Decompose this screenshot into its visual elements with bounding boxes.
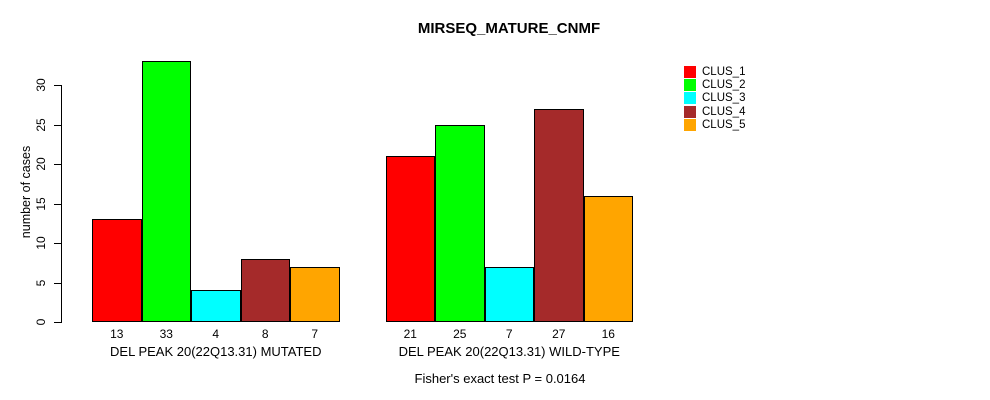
legend-swatch-clus_4: [684, 105, 696, 118]
bar-value-label: 4: [212, 327, 220, 341]
bar-value-label: 21: [403, 327, 417, 341]
legend-swatch-clus_3: [684, 92, 696, 105]
bar-value-label: 25: [453, 327, 467, 341]
bar-clus_1-group2: [385, 156, 435, 322]
bar-clus_2-group2: [435, 124, 485, 322]
legend-swatch-clus_1: [684, 66, 696, 78]
bar-clus_5-group2: [583, 195, 633, 322]
bar-clus_2-group1: [141, 61, 191, 322]
bar-clus_4-group2: [534, 108, 584, 322]
bar-value-label: 7: [311, 327, 319, 341]
bar-value-label: 33: [159, 327, 173, 341]
legend-item-clus_2: CLUS_2: [684, 79, 774, 92]
y-axis-tick-label: 15: [34, 196, 48, 211]
y-axis-tick-label: 25: [34, 117, 48, 132]
legend-label: CLUS_1: [702, 66, 746, 78]
legend-label: CLUS_5: [702, 118, 746, 131]
bar-clus_3-group2: [484, 266, 534, 322]
y-axis-label: number of cases: [19, 145, 33, 239]
y-axis-tick: [54, 164, 61, 165]
y-axis-tick: [54, 124, 61, 126]
y-axis-line: [61, 85, 62, 323]
bar-value-label: 7: [505, 327, 513, 341]
chart-title: MIRSEQ_MATURE_CNMF: [417, 20, 601, 37]
bar-value-label: 8: [261, 327, 269, 341]
y-axis-tick-label: 5: [34, 279, 48, 286]
legend-item-clus_1: CLUS_1: [684, 66, 774, 79]
group-label-1: DEL PEAK 20(22Q13.31) MUTATED: [110, 344, 322, 359]
y-axis-tick-label: 10: [34, 236, 48, 250]
y-axis-tick-label: 20: [34, 157, 48, 171]
y-axis-tick: [54, 203, 61, 205]
y-axis-tick-label: 0: [34, 318, 48, 326]
legend-item-clus_4: CLUS_4: [684, 105, 774, 119]
legend-label: CLUS_3: [702, 92, 746, 105]
bar-value-label: 13: [110, 327, 124, 341]
bar-clus_5-group1: [290, 266, 340, 322]
legend-swatch-clus_5: [684, 118, 696, 131]
legend-swatch-clus_2: [684, 79, 696, 92]
legend-item-clus_5: CLUS_5: [684, 118, 774, 132]
bar-clus_4-group1: [240, 258, 290, 322]
y-axis-tick-label: 30: [34, 78, 48, 92]
y-axis-tick: [54, 85, 61, 86]
y-axis-tick: [54, 322, 61, 323]
legend-label: CLUS_4: [702, 105, 746, 118]
y-axis-tick: [54, 282, 61, 284]
legend-label: CLUS_2: [702, 79, 746, 92]
fisher-test-caption: Fisher's exact test P = 0.0164: [414, 371, 586, 386]
legend-item-clus_3: CLUS_3: [684, 92, 774, 105]
bar-value-label: 16: [601, 327, 615, 341]
bar-clus_3-group1: [191, 290, 241, 322]
bar-clus_1-group1: [92, 219, 142, 322]
group-label-2: DEL PEAK 20(22Q13.31) WILD-TYPE: [398, 344, 620, 359]
bar-value-label: 27: [552, 327, 566, 341]
y-axis-tick: [54, 243, 61, 244]
